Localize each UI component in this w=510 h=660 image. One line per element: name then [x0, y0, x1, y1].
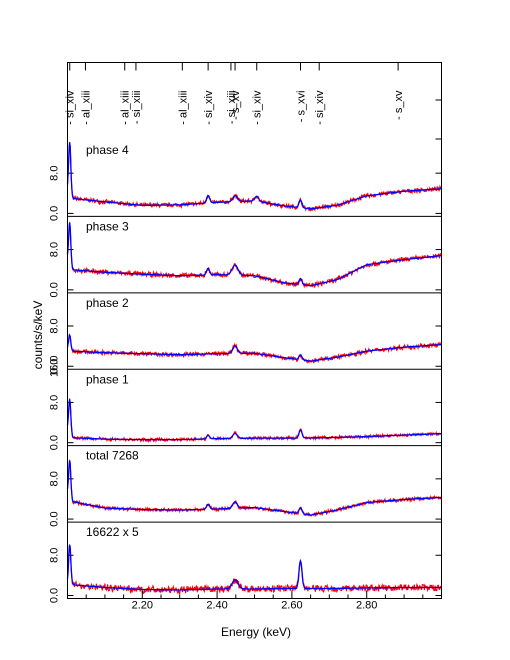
model-series	[66, 544, 442, 591]
line-id-label: - al_xiii	[120, 91, 132, 125]
panel-label: phase 3	[86, 219, 129, 233]
line-id-label: - al_xiii	[177, 91, 189, 125]
y-tick-label: 0.0	[49, 206, 61, 221]
model-series	[66, 460, 442, 516]
x-tick-label: 2.60	[281, 600, 302, 612]
data-series	[66, 221, 443, 289]
y-tick-label: 8.0	[49, 548, 61, 563]
y-tick-label: 8.0	[49, 242, 61, 257]
panel-stack: 0.0 8.0 phase 4 0.0 8.0 phase 3 0.0 8.0 phase 2 1…	[49, 141, 443, 603]
x-tick-label: 2.40	[206, 600, 227, 612]
spectrum-panel: 0.0 8.0 phase 2 16.0	[49, 292, 443, 377]
spectrum-panel: 0.0 8.0 phase 3	[49, 215, 443, 297]
line-id-label: - si_xiii	[131, 91, 143, 125]
line-id-ticks: - si_xiv - al_xiii - al_xiii - si_xiii - al_…	[65, 62, 442, 140]
x-axis-label: Energy (keV)	[221, 625, 291, 639]
y-tick-label: 0.0	[49, 282, 61, 297]
y-tick-label: 8.0	[49, 471, 61, 486]
y-tick-label: 0.0	[49, 588, 61, 603]
line-id-label: - si_xiii	[226, 91, 238, 125]
y-tick-label: 8.0	[49, 395, 61, 410]
y-tick-label: 0.0	[49, 359, 61, 374]
y-tick-label: 8.0	[49, 318, 61, 333]
y-axis-label: counts/s/keV	[31, 301, 45, 370]
x-tick-label: 2.20	[132, 600, 153, 612]
data-series	[66, 398, 442, 444]
x-tick-label: 2.80	[356, 600, 377, 612]
spectrum-panel: 0.0 8.0 16622 x 5	[49, 521, 442, 603]
spectrum-panel: 0.0 8.0 phase 4	[49, 141, 443, 221]
model-series	[66, 333, 442, 362]
y-tick-label: 0.0	[49, 435, 61, 450]
line-id-label: - al_xiii	[80, 91, 92, 125]
model-series	[66, 142, 442, 210]
overlap-tick-label: 16.0	[49, 356, 61, 377]
panel-label: total 7268	[86, 449, 139, 463]
spectrum-panel: 0.0 8.0 total 7268	[49, 445, 443, 527]
line-id-label: - s_xv	[230, 90, 242, 120]
line-id-label: - s_xvi	[296, 91, 308, 123]
line-id-label: - si_xiv	[203, 90, 215, 125]
spectrum-panel: 0.0 8.0 phase 1	[49, 368, 442, 450]
model-series	[66, 222, 442, 287]
model-series	[66, 399, 442, 441]
x-axis-ticks: 2.20 2.40 2.60 2.80	[85, 590, 424, 612]
panel-label: phase 2	[86, 296, 129, 310]
line-id-label: - si_xiv	[314, 90, 326, 125]
line-id-label: - s_xv	[393, 90, 405, 120]
line-id-label: - si_xiv	[252, 90, 264, 125]
y-tick-label: 8.0	[49, 166, 61, 181]
y-tick-label: 0.0	[49, 511, 61, 526]
data-series	[66, 546, 442, 595]
panel-label: phase 1	[86, 372, 129, 386]
line-id-label: - si_xiv	[65, 90, 77, 125]
panel-label: 16622 x 5	[86, 525, 139, 539]
panel-label: phase 4	[86, 143, 129, 157]
